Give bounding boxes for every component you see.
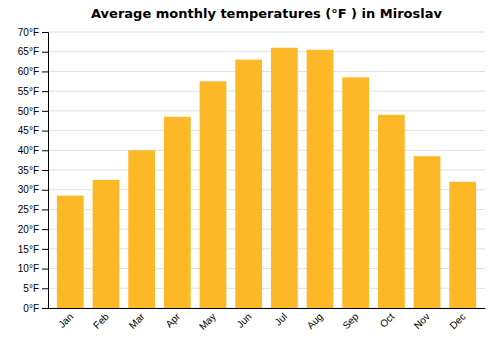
grid-line	[48, 110, 485, 111]
tick-label: 60°F	[18, 66, 39, 77]
tick-label: Feb	[91, 311, 111, 331]
tick-label: 10°F	[18, 263, 39, 274]
tick-mark	[42, 71, 48, 72]
tick: 10°F	[18, 263, 48, 274]
tick-label: May	[197, 311, 218, 332]
tick-mark	[42, 209, 48, 210]
bar	[307, 50, 334, 308]
tick: May	[197, 311, 218, 332]
tick-label: 40°F	[18, 145, 39, 156]
tick-mark	[42, 131, 48, 132]
bar	[235, 60, 262, 308]
tick: 35°F	[18, 165, 48, 176]
tick: Apr	[163, 310, 182, 329]
tick: 60°F	[18, 66, 48, 77]
tick-label: Jun	[234, 311, 253, 330]
tick-label: Sep	[340, 311, 361, 332]
tick-mark	[42, 52, 48, 53]
chart: Average monthly temperatures (°F ) in Mi…	[0, 0, 500, 350]
plot: Jan Feb Mar Apr May Jun Jul Aug Sep Oct Nov Dec 0°F 5…	[18, 27, 486, 332]
tick-mark	[42, 269, 48, 270]
tick: Nov	[412, 311, 432, 331]
bar	[414, 156, 441, 308]
tick: Feb	[91, 311, 111, 331]
tick: Aug	[305, 311, 325, 331]
bar	[200, 81, 227, 308]
bar	[449, 182, 476, 308]
tick-mark	[42, 229, 48, 230]
tick: 5°F	[23, 283, 48, 294]
bar	[342, 77, 369, 308]
grid-line	[48, 150, 485, 151]
bar	[57, 196, 84, 308]
axis-line	[49, 308, 486, 309]
tick-label: 50°F	[18, 106, 39, 117]
tick-label: Apr	[163, 310, 182, 329]
tick-label: 15°F	[18, 244, 39, 255]
grid-line	[48, 71, 485, 72]
grid-line	[48, 51, 485, 52]
tick-label: 0°F	[23, 303, 39, 314]
tick-label: Mar	[127, 310, 147, 330]
bar	[93, 180, 120, 308]
tick: 70°F	[18, 27, 48, 38]
x-axis: Jan Feb Mar Apr May Jun Jul Aug Sep Oct Nov Dec	[49, 309, 486, 332]
tick: 30°F	[18, 184, 48, 195]
tick-label: 30°F	[18, 184, 39, 195]
tick: 55°F	[18, 86, 48, 97]
tick-mark	[42, 111, 48, 112]
tick-mark	[42, 150, 48, 151]
tick: Oct	[378, 311, 397, 330]
bar	[271, 48, 298, 308]
bar	[128, 150, 155, 308]
tick-label: 55°F	[18, 86, 39, 97]
tick-label: Dec	[447, 311, 467, 331]
bar	[164, 117, 191, 308]
tick-label: Aug	[305, 311, 325, 331]
tick-label: 65°F	[18, 46, 39, 57]
tick-label: Jul	[272, 311, 289, 328]
tick-mark	[42, 32, 48, 33]
tick: 25°F	[18, 204, 48, 215]
tick-mark	[42, 288, 48, 289]
grid	[48, 32, 485, 308]
tick-label: Jan	[56, 311, 75, 330]
bars	[57, 48, 476, 308]
grid-line	[48, 32, 485, 33]
axis-line	[42, 33, 49, 309]
tick-label: 45°F	[18, 125, 39, 136]
tick: Sep	[340, 311, 361, 332]
tick: 45°F	[18, 125, 48, 136]
tick: 40°F	[18, 145, 48, 156]
grid-line	[48, 130, 485, 131]
tick-label: Oct	[378, 311, 397, 330]
grid-line	[48, 91, 485, 92]
tick-label: 5°F	[23, 283, 39, 294]
tick-label: 20°F	[18, 224, 39, 235]
tick: 15°F	[18, 244, 48, 255]
tick: Jul	[272, 311, 289, 328]
tick: 65°F	[18, 46, 48, 57]
tick-mark	[42, 91, 48, 92]
tick-label: 70°F	[18, 27, 39, 38]
tick: Mar	[127, 310, 147, 330]
tick-mark	[42, 308, 48, 309]
tick-mark	[42, 170, 48, 171]
tick: Jun	[234, 311, 253, 330]
tick: 20°F	[18, 224, 48, 235]
bar	[378, 115, 405, 308]
tick: Jan	[56, 311, 75, 330]
tick-label: 25°F	[18, 204, 39, 215]
tick: Dec	[447, 311, 467, 331]
tick-label: 35°F	[18, 165, 39, 176]
tick-mark	[42, 190, 48, 191]
tick-mark	[42, 249, 48, 250]
tick: 50°F	[18, 106, 48, 117]
tick: 0°F	[23, 303, 48, 314]
y-axis: 0°F 5°F 10°F 15°F 20°F 25°F 30°F 35°F 40°F 45°F 50…	[18, 27, 49, 314]
tick-label: Nov	[412, 311, 432, 331]
title: Average monthly temperatures (°F ) in Mi…	[91, 6, 442, 21]
